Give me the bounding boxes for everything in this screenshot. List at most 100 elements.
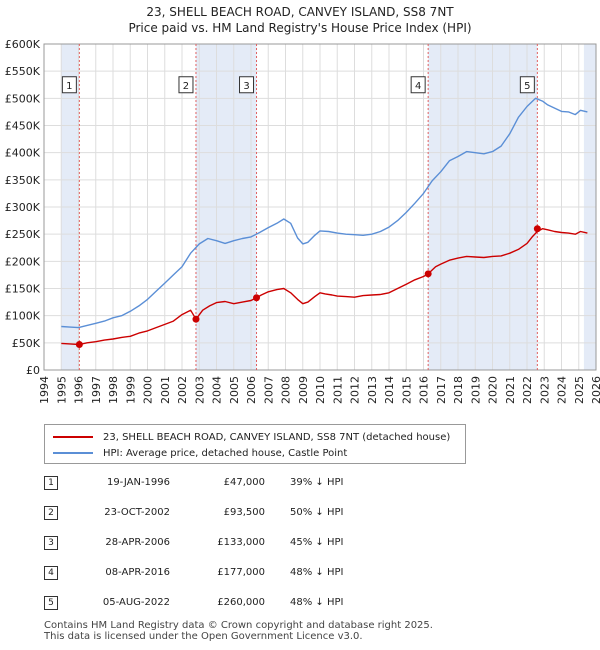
legend-item-property: 23, SHELL BEACH ROAD, CANVEY ISLAND, SS8… (53, 430, 450, 444)
sale-hpi-diff: 50% ↓ HPI (290, 507, 344, 518)
x-tick-label: 2014 (383, 376, 396, 404)
y-tick-label: £50K (12, 337, 41, 350)
title-line-1: 23, SHELL BEACH ROAD, CANVEY ISLAND, SS8… (146, 5, 454, 19)
sale-label-box (178, 76, 194, 94)
sale-label-box (61, 76, 77, 94)
sale-date: 19-JAN-1996 (106, 477, 170, 488)
x-tick-label: 2013 (366, 376, 379, 404)
sale-price: £177,000 (217, 567, 265, 578)
y-tick-label: £250K (5, 228, 41, 241)
legend-item-hpi: HPI: Average price, detached house, Cast… (53, 446, 347, 460)
x-tick-label: 2018 (452, 376, 465, 404)
x-tick-label: 2007 (262, 376, 275, 404)
sale-row: 4 08-APR-2016 £177,000 48% ↓ HPI (40, 564, 400, 584)
x-tick-label: 2025 (573, 376, 586, 404)
sale-row: 2 23-OCT-2002 £93,500 50% ↓ HPI (40, 504, 400, 524)
y-tick-label: £600K (5, 38, 41, 51)
sale-label: 2 (183, 81, 189, 92)
sale-label: 3 (243, 81, 249, 92)
x-tick-label: 2009 (297, 376, 310, 404)
property-price-line (61, 227, 588, 346)
legend: 23, SHELL BEACH ROAD, CANVEY ISLAND, SS8… (44, 424, 466, 464)
y-tick-label: £550K (5, 65, 41, 78)
sale-hpi-diff: 48% ↓ HPI (290, 597, 344, 608)
legend-label-property: 23, SHELL BEACH ROAD, CANVEY ISLAND, SS8… (103, 431, 451, 443)
x-tick-label: 2010 (314, 376, 327, 404)
footer-line-2: This data is licensed under the Open Gov… (44, 631, 363, 642)
footer: Contains HM Land Registry data © Crown c… (44, 620, 584, 642)
y-tick-label: £150K (5, 283, 41, 296)
x-tick-label: 1998 (107, 376, 120, 404)
x-tick-label: 2016 (418, 376, 431, 404)
y-tick-label: £0 (26, 364, 40, 377)
sale-hpi-diff: 48% ↓ HPI (290, 567, 344, 578)
sale-date: 28-APR-2006 (105, 537, 170, 548)
sale-point (424, 270, 432, 278)
sale-date: 05-AUG-2022 (102, 597, 170, 608)
sale-point (533, 225, 541, 233)
sale-label-box (410, 76, 426, 94)
y-tick-label: £450K (5, 120, 41, 133)
x-tick-label: 2024 (556, 376, 569, 404)
sale-date: 23-OCT-2002 (104, 507, 170, 518)
x-tick-label: 1999 (124, 376, 137, 404)
sale-point (75, 340, 83, 348)
x-tick-label: 2015 (400, 376, 413, 404)
x-tick-label: 2011 (331, 376, 344, 404)
x-tick-label: 2022 (521, 376, 534, 404)
x-tick-label: 2003 (193, 376, 206, 404)
sale-point (253, 294, 261, 302)
x-tick-label: 2019 (469, 376, 482, 404)
sale-price: £47,000 (223, 477, 265, 488)
legend-label-hpi: HPI: Average price, detached house, Cast… (103, 447, 348, 459)
sale-date: 08-APR-2016 (105, 567, 170, 578)
sale-hpi-diff: 39% ↓ HPI (290, 477, 344, 488)
sale-number-badge: 3 (44, 536, 58, 550)
x-tick-label: 2004 (211, 376, 224, 404)
y-tick-label: £350K (5, 174, 41, 187)
x-tick-label: 1997 (90, 376, 103, 404)
sale-point (192, 315, 200, 323)
x-tick-label: 2017 (435, 376, 448, 404)
sale-price: £133,000 (217, 537, 265, 548)
x-tick-label: 2002 (176, 376, 189, 404)
y-tick-label: £200K (5, 255, 41, 268)
sale-price: £93,500 (223, 507, 265, 518)
y-tick-label: £400K (5, 147, 41, 160)
sale-price: £260,000 (217, 597, 265, 608)
sale-number-badge: 5 (44, 596, 58, 610)
title-line-2: Price paid vs. HM Land Registry's House … (128, 21, 472, 35)
y-tick-label: £100K (5, 310, 41, 323)
x-tick-label: 2006 (245, 376, 258, 404)
sale-label-box (239, 76, 255, 94)
sale-hpi-diff: 45% ↓ HPI (290, 537, 344, 548)
x-tick-label: 2020 (487, 376, 500, 404)
x-tick-label: 2023 (538, 376, 551, 404)
x-tick-label: 2021 (504, 376, 517, 404)
sale-label: 4 (415, 81, 421, 92)
sale-label-box (519, 76, 535, 94)
x-tick-label: 1996 (73, 376, 86, 404)
sale-row: 1 19-JAN-1996 £47,000 39% ↓ HPI (40, 474, 400, 494)
price-chart: £0 £50K £100K £150K £200K £250K £300K £350K £400… (5, 38, 600, 404)
legend-swatch-property (53, 436, 93, 438)
x-tick-label: 2008 (280, 376, 293, 404)
sale-number-badge: 2 (44, 506, 58, 520)
x-tick-label: 2001 (159, 376, 172, 404)
footer-line-1: Contains HM Land Registry data © Crown c… (44, 620, 433, 631)
y-tick-label: £300K (5, 201, 41, 214)
legend-swatch-hpi (53, 452, 93, 454)
sale-number-badge: 4 (44, 566, 58, 580)
sale-label: 5 (524, 81, 530, 92)
x-tick-label: 1995 (55, 376, 68, 404)
x-tick-label: 2005 (228, 376, 241, 404)
sale-row: 3 28-APR-2006 £133,000 45% ↓ HPI (40, 534, 400, 554)
x-tick-label: 1994 (38, 376, 51, 404)
x-tick-label: 2000 (142, 376, 155, 404)
x-tick-label: 2012 (349, 376, 362, 404)
chart-title: 23, SHELL BEACH ROAD, CANVEY ISLAND, SS8… (0, 4, 600, 36)
plot-border (43, 43, 597, 371)
x-tick-label: 2026 (590, 376, 600, 404)
sale-number-badge: 1 (44, 476, 58, 490)
y-tick-label: £500K (5, 92, 41, 105)
